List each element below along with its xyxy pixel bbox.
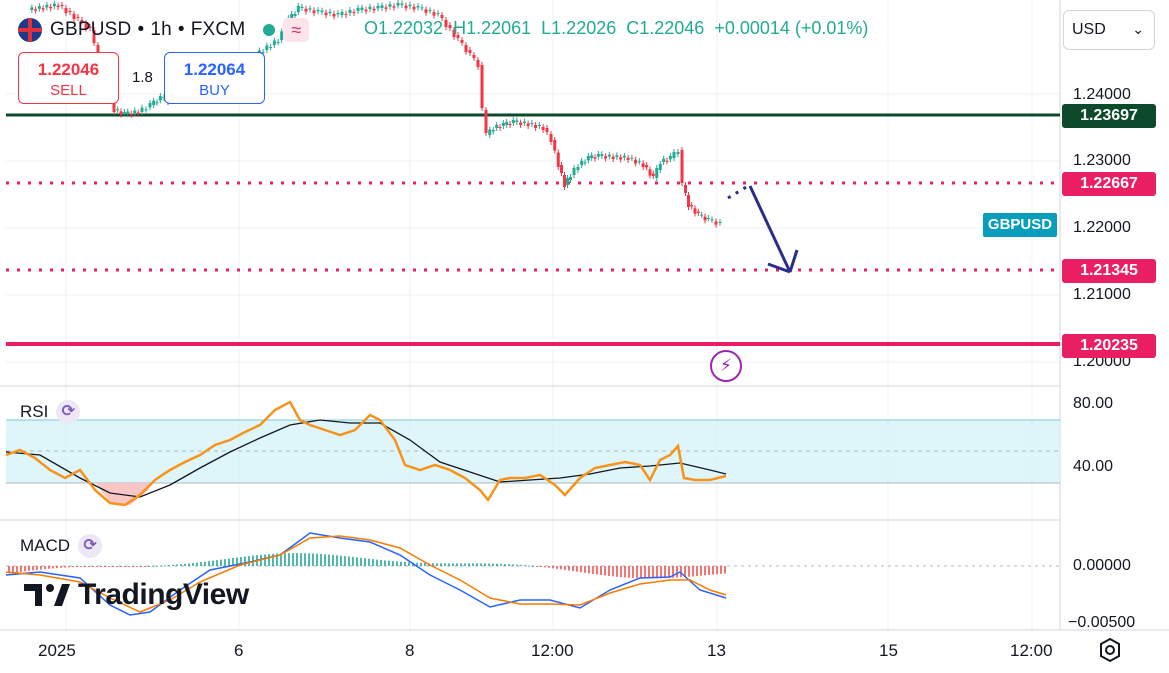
time-tick: 12:00: [1010, 641, 1053, 660]
currency-select[interactable]: USD ⌄: [1063, 10, 1155, 50]
ohlc-values: O1.22032 H1.22061 L1.22026 C1.22046 +0.0…: [364, 18, 868, 39]
buy-label: BUY: [199, 82, 230, 99]
macd-pane-label[interactable]: MACD ⟳: [20, 534, 103, 558]
price-tick: 1.23000: [1073, 152, 1131, 169]
time-tick: 8: [405, 641, 415, 660]
projection-arrow[interactable]: [727, 184, 799, 274]
level-tag-1-22667[interactable]: 1.22667: [1062, 172, 1156, 196]
ohlc-open: O1.22032: [364, 18, 444, 38]
tradingview-logo[interactable]: TradingView: [24, 578, 249, 612]
currency-value: USD: [1072, 21, 1106, 38]
time-tick: 13: [707, 641, 726, 660]
rsi-band: [6, 420, 1060, 483]
symbol-legend[interactable]: GBPUSD • 1h • FXCM ≈: [18, 16, 310, 44]
spread-value: 1.8: [132, 69, 153, 86]
price-tick: 1.24000: [1073, 86, 1131, 103]
level-tag-1-20235[interactable]: 1.20235: [1062, 334, 1156, 358]
sell-label: SELL: [50, 82, 87, 99]
bolt-icon[interactable]: ⚡: [710, 350, 742, 382]
macd-label: MACD: [20, 536, 71, 555]
refresh-icon[interactable]: ⟳: [78, 534, 103, 558]
sell-button[interactable]: 1.22046 SELL: [18, 52, 119, 104]
macd-tick: 0.00000: [1073, 557, 1131, 574]
buy-button[interactable]: 1.22064 BUY: [164, 52, 265, 104]
gear-icon[interactable]: [1097, 637, 1123, 663]
macd-line: [5, 532, 727, 616]
macd-tick: −0.00500: [1068, 614, 1136, 631]
time-tick: 12:00: [531, 641, 574, 660]
ohlc-high: H1.22061: [453, 18, 532, 38]
legend-separator: •: [177, 19, 185, 40]
level-tag-1-21345[interactable]: 1.21345: [1062, 259, 1156, 283]
symbol-interval[interactable]: 1h: [150, 19, 172, 40]
wave-icon[interactable]: ≈: [283, 18, 310, 42]
time-tick: 2025: [38, 641, 76, 660]
rsi-line: [5, 400, 727, 507]
market-open-icon[interactable]: [263, 24, 276, 36]
candlestick-series[interactable]: [30, 0, 722, 228]
rsi-label: RSI: [20, 402, 49, 421]
time-tick: 6: [234, 641, 244, 660]
rsi-pane-label[interactable]: RSI ⟳: [20, 400, 81, 424]
ohlc-change: +0.00014 (+0.01%): [714, 18, 869, 38]
legend-separator: •: [137, 19, 145, 40]
time-tick: 15: [879, 641, 898, 660]
ohlc-low: L1.22026: [541, 18, 617, 38]
macd-histogram: [8, 553, 726, 579]
price-tick: 1.21000: [1073, 286, 1131, 303]
price-tick: 1.22000: [1073, 219, 1131, 236]
tradingview-mark-icon: [24, 584, 70, 606]
macd-signal-line: [5, 535, 727, 613]
rsi-ma-line: [5, 419, 727, 498]
chevron-down-icon: ⌄: [1132, 21, 1144, 37]
level-tag-1-23697[interactable]: 1.23697: [1062, 104, 1156, 128]
rsi-tick: 80.00: [1073, 395, 1114, 412]
rsi-oversold-fill: [96, 483, 152, 505]
rsi-tick: 40.00: [1073, 458, 1114, 475]
uk-flag-icon: [18, 18, 42, 42]
symbol-exchange[interactable]: FXCM: [190, 19, 246, 40]
symbol-price-tag: GBPUSD: [983, 213, 1057, 237]
buy-price: 1.22064: [183, 60, 246, 79]
tradingview-wordmark: TradingView: [78, 578, 249, 611]
symbol-name[interactable]: GBPUSD: [50, 19, 132, 40]
ohlc-close: C1.22046: [626, 18, 705, 38]
sell-price: 1.22046: [37, 60, 100, 79]
refresh-icon[interactable]: ⟳: [56, 400, 81, 424]
